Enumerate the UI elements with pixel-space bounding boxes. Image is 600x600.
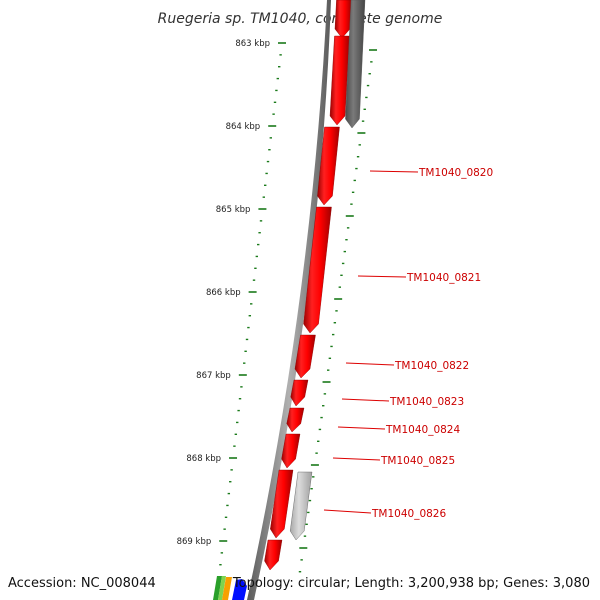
gene-arrow — [329, 35, 350, 126]
gene-label-leader — [337, 426, 386, 430]
gene-arrow — [286, 407, 305, 433]
kbp-label: 868 kbp — [186, 454, 221, 464]
kbp-label: 864 kbp — [226, 122, 261, 132]
scale-labels: 863 kbp 864 kbp 865 kbp 866 kbp 867 kbp 868 k… — [177, 39, 270, 547]
gene-locus-label: TM1040_0822 — [394, 360, 469, 372]
gene-arrow-dark — [345, 0, 366, 129]
scale-ticks — [219, 42, 378, 573]
gene-locus-label: TM1040_0826 — [371, 508, 446, 520]
gene-arrow — [264, 539, 283, 571]
gene-locus-label: TM1040_0821 — [406, 272, 481, 284]
genome-summary-text: Topology: circular; Length: 3,200,938 bp… — [232, 576, 590, 591]
gene-locus-label: TM1040_0823 — [389, 396, 464, 408]
gene-locus-label: TM1040_0820 — [418, 167, 493, 179]
gene-label-leader — [341, 398, 390, 402]
feature-blue — [232, 579, 247, 600]
kbp-label: 867 kbp — [196, 371, 231, 381]
gene-label-leader — [369, 170, 419, 173]
gene-label-leader — [332, 457, 381, 461]
gene-arrow — [294, 334, 316, 379]
feature-orange — [222, 577, 232, 600]
feature-green — [213, 576, 222, 600]
gene-locus-label: TM1040_0824 — [385, 424, 460, 436]
feature-lightgreen — [218, 576, 226, 600]
gene-locus-label: TM1040_0825 — [380, 455, 455, 467]
gene-arrow — [317, 126, 340, 206]
kbp-label: 866 kbp — [206, 288, 241, 298]
gene-arrow — [303, 206, 332, 334]
gene-arrow-light — [289, 471, 313, 541]
gene-label-leader — [345, 362, 395, 366]
gene-arrow — [281, 433, 301, 469]
kbp-label: 863 kbp — [235, 39, 270, 49]
kbp-label: 869 kbp — [177, 537, 212, 547]
gene-arrow — [270, 469, 294, 539]
gene-features — [264, 0, 366, 571]
kbp-label: 865 kbp — [216, 205, 251, 215]
gene-label-leader — [357, 275, 407, 278]
map-title: Ruegeria sp. TM1040, complete genome — [158, 11, 443, 27]
gene-arrow — [334, 0, 352, 39]
gene-label-leader — [323, 509, 372, 514]
gene-arrow — [290, 379, 309, 407]
other-features — [213, 576, 247, 600]
gene-labels: TM1040_0820 TM1040_0821 TM1040_0822 TM1040_… — [323, 167, 493, 520]
accession-text: Accession: NC_008044 — [8, 576, 156, 591]
